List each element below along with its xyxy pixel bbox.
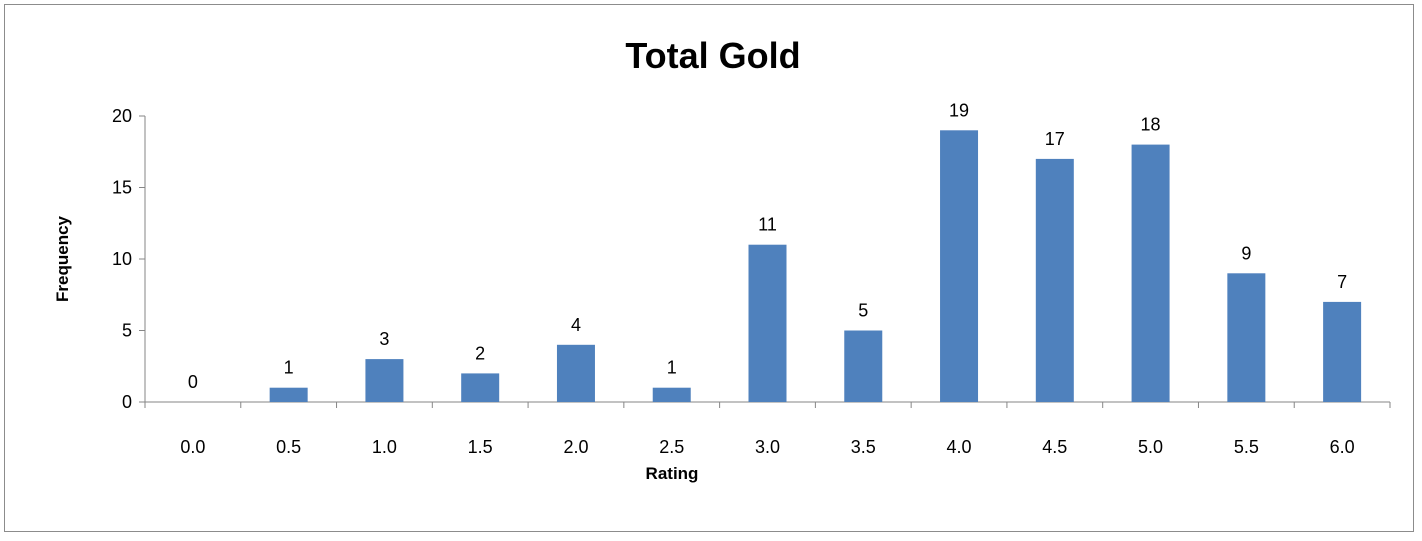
- data-label: 18: [1141, 115, 1161, 135]
- y-tick-label: 10: [112, 249, 132, 269]
- data-label: 4: [571, 315, 581, 335]
- data-label: 17: [1045, 129, 1065, 149]
- data-label: 1: [667, 358, 677, 378]
- bar-4.5: [1035, 158, 1074, 402]
- data-label: 3: [379, 329, 389, 349]
- y-tick-label: 0: [122, 392, 132, 412]
- data-label: 19: [949, 100, 969, 120]
- data-label: 9: [1241, 243, 1251, 263]
- bar-6.0: [1323, 301, 1362, 402]
- bar-5.0: [1131, 144, 1170, 402]
- y-tick-label: 20: [112, 106, 132, 126]
- x-tick-label: 4.0: [947, 437, 972, 457]
- data-label: 2: [475, 343, 485, 363]
- x-tick-label: 5.0: [1138, 437, 1163, 457]
- bar-2.5: [652, 387, 691, 402]
- x-tick-label: 0.0: [180, 437, 205, 457]
- chart-title: Total Gold: [625, 35, 800, 76]
- chart-frame: [4, 4, 1414, 532]
- plot-area: 0 5 10 15 20 0 0.0 1 0.5 3 1.0 2 1.5 4 2.0 1 2.5 11 3.0 5 3.…: [112, 100, 1391, 457]
- x-tick-label: 1.5: [468, 437, 493, 457]
- x-tick-label: 1.0: [372, 437, 397, 457]
- data-label: 11: [758, 215, 777, 235]
- data-label: 7: [1337, 272, 1347, 292]
- x-tick-label: 3.5: [851, 437, 876, 457]
- y-axis-title: Frequency: [53, 215, 72, 302]
- bar-1.5: [461, 373, 500, 402]
- x-tick-label: 6.0: [1330, 437, 1355, 457]
- bar-4.0: [940, 130, 979, 403]
- bar-5.5: [1227, 273, 1266, 402]
- x-tick-label: 5.5: [1234, 437, 1259, 457]
- bar-2.0: [556, 344, 595, 402]
- x-tick-label: 2.5: [659, 437, 684, 457]
- x-tick-label: 4.5: [1042, 437, 1067, 457]
- x-axis-title: Rating: [646, 464, 699, 483]
- y-tick-label: 15: [112, 178, 132, 198]
- x-tick-label: 3.0: [755, 437, 780, 457]
- y-tick-label: 5: [122, 321, 132, 341]
- data-label: 5: [858, 301, 868, 321]
- bar-0.5: [269, 387, 308, 402]
- x-tick-label: 2.0: [563, 437, 588, 457]
- bar-3.5: [844, 330, 883, 402]
- bar-3.0: [748, 244, 787, 402]
- bar-1.0: [365, 359, 404, 402]
- x-tick-label: 0.5: [276, 437, 301, 457]
- data-label: 1: [284, 358, 294, 378]
- data-label: 0: [188, 372, 198, 392]
